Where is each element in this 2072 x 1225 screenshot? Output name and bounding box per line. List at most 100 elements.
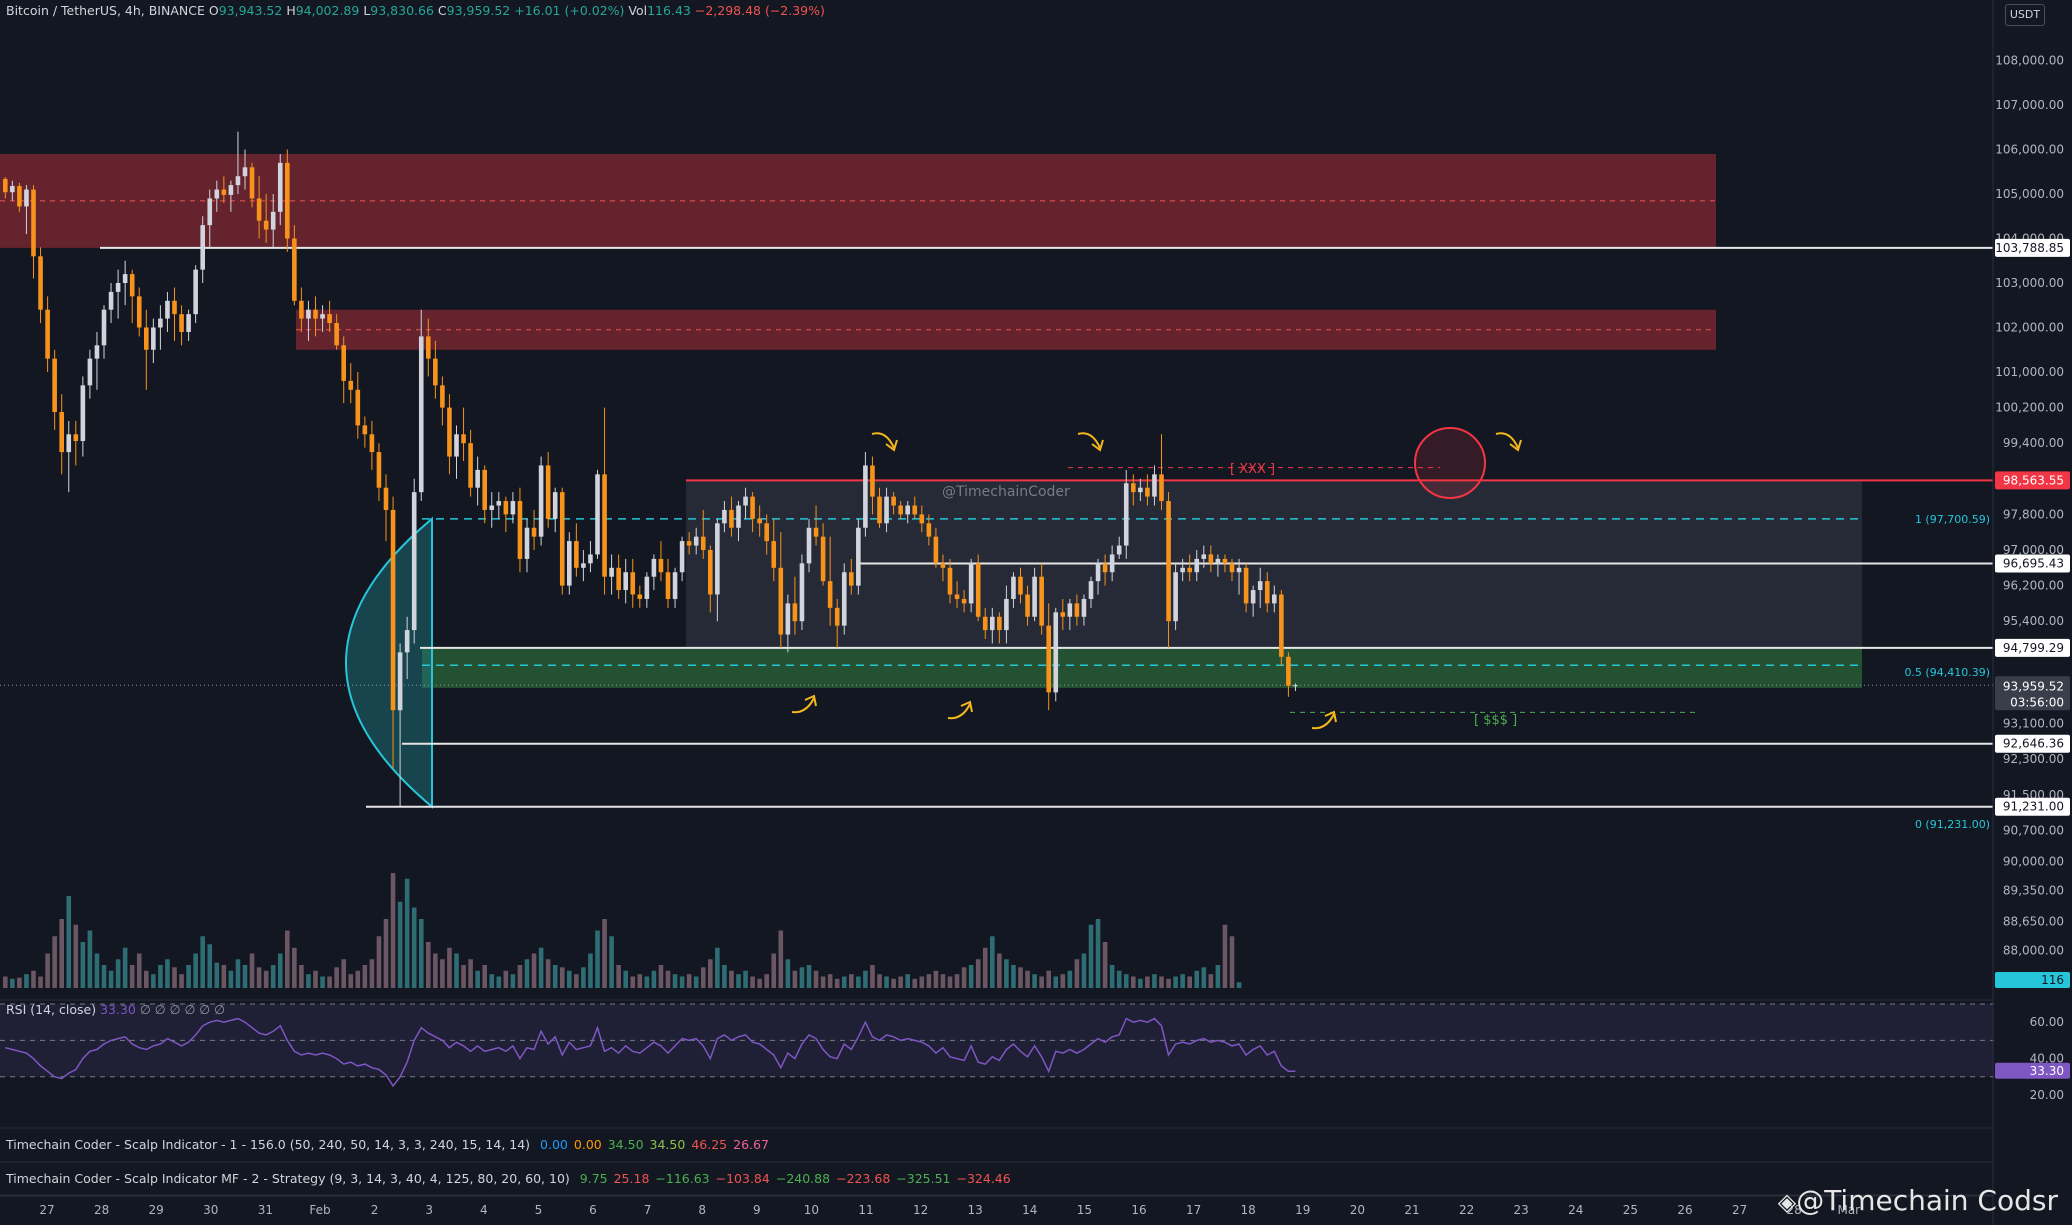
volume-bar (1145, 976, 1150, 988)
volume-bar (1074, 959, 1080, 988)
price-tag-96-bg (1995, 554, 2070, 573)
candle-body (482, 469, 487, 510)
volume-bar (383, 919, 389, 988)
time-tick-label: 12 (913, 1203, 928, 1217)
volume-bar (552, 965, 558, 988)
currency-badge[interactable]: USDT (2005, 4, 2045, 26)
candle-body (101, 309, 107, 346)
price-tick-label: 105,000.00 (1995, 187, 2064, 201)
candle-body (1257, 581, 1263, 591)
price-tick-label: 97,000.00 (2003, 543, 2064, 557)
watermark-center: @TimechainCoder (942, 484, 1070, 500)
volume-bar (172, 967, 177, 988)
candle-body (898, 505, 903, 515)
candle-body (841, 572, 847, 626)
volume-bar (1081, 953, 1087, 988)
volume-bar (221, 965, 227, 988)
candle-body (1293, 685, 1298, 687)
candle-body (757, 518, 762, 524)
candle-body (454, 434, 459, 457)
candle-body (334, 323, 339, 346)
candle-body (10, 185, 15, 193)
candle-body (122, 274, 128, 283)
volume-bar (306, 974, 311, 988)
candle-body (926, 523, 932, 537)
up-arrow-icon (1311, 713, 1335, 730)
volume-bar (475, 970, 480, 988)
candle-body (285, 162, 290, 239)
candle-body (870, 465, 875, 497)
indicator-value: −103.84 (715, 1171, 770, 1186)
candle-body (665, 572, 671, 599)
fib-05-label: 0.5 (94,410.39) (1904, 666, 1990, 679)
volume-bar (1025, 970, 1030, 988)
candle-body (764, 523, 769, 542)
volume-bar (898, 976, 903, 988)
down-arrow-head-icon (1509, 439, 1522, 452)
time-tick-label: 20 (1350, 1203, 1365, 1217)
time-tick-label: 28 (94, 1203, 109, 1217)
volume-bar (1152, 974, 1157, 988)
volume-bar (207, 944, 213, 988)
low-label: L (363, 3, 371, 18)
candle-body (292, 238, 297, 301)
volume-bar (136, 953, 142, 988)
candle-body (940, 563, 946, 568)
time-tick-label: 11 (858, 1203, 873, 1217)
candle-body (947, 567, 953, 595)
candle-body (228, 185, 234, 195)
candle-body (207, 198, 213, 226)
candle-body (496, 501, 502, 506)
demand-zone (422, 647, 1862, 688)
price-tick-label: 106,000.00 (1995, 143, 2064, 157)
volume-bar (369, 959, 375, 988)
rejection-circle (1414, 427, 1486, 499)
volume-bar (545, 959, 551, 988)
candle-body (715, 523, 720, 595)
rsi-legend[interactable]: RSI (14, close) 33.30 ∅ ∅ ∅ ∅ ∅ ∅ (6, 1002, 225, 1017)
volume-bar (115, 959, 121, 988)
volume-bar (524, 959, 530, 988)
candle-body (1152, 474, 1157, 497)
candle-body (750, 496, 755, 519)
candle-body (24, 189, 29, 207)
volume-bar (334, 967, 339, 988)
candle-body (1131, 483, 1136, 493)
candle-body (552, 492, 558, 519)
price-tick-label: 89,350.00 (2003, 883, 2064, 897)
candle-body (693, 536, 699, 546)
volume-bar (440, 959, 445, 988)
volume-bar (658, 965, 664, 988)
low-value: 93,830.66 (370, 3, 434, 18)
candle-body (559, 492, 565, 586)
candle-body (975, 563, 981, 617)
indicator-value: −223.68 (836, 1171, 891, 1186)
watermark-diamond-icon: ◈ (1777, 1188, 1797, 1216)
volume-bar (45, 953, 50, 988)
candle-body (277, 162, 283, 212)
volume-bar (482, 965, 487, 988)
countdown-tag: 03:56:00 (2010, 695, 2064, 709)
symbol-header: Bitcoin / TetherUS, 4h, BINANCE O93,943.… (6, 3, 825, 18)
volume-bar (186, 965, 191, 988)
volume-bar (503, 970, 509, 988)
candle-body (849, 572, 854, 586)
indicator-1-legend[interactable]: Timechain Coder - Scalp Indicator - 1 - … (6, 1137, 769, 1152)
candle-body (31, 189, 36, 257)
candle-body (644, 576, 650, 599)
down-arrow-icon (1077, 432, 1101, 449)
volume-bar (792, 970, 798, 988)
volume-bar (1138, 978, 1143, 988)
volume-bar (623, 970, 628, 988)
candle-body (249, 167, 255, 199)
price-tick-label: 108,000.00 (1995, 54, 2064, 68)
candle-body (595, 474, 600, 555)
volume-bar (574, 974, 579, 988)
candle-body (327, 314, 332, 324)
candle-body (179, 314, 184, 332)
time-tick-label: 28 (1787, 1203, 1802, 1217)
symbol-title[interactable]: Bitcoin / TetherUS, 4h, BINANCE (6, 3, 205, 18)
volume-bar (1194, 970, 1200, 988)
indicator-2-legend[interactable]: Timechain Coder - Scalp Indicator MF - 2… (6, 1171, 1011, 1186)
